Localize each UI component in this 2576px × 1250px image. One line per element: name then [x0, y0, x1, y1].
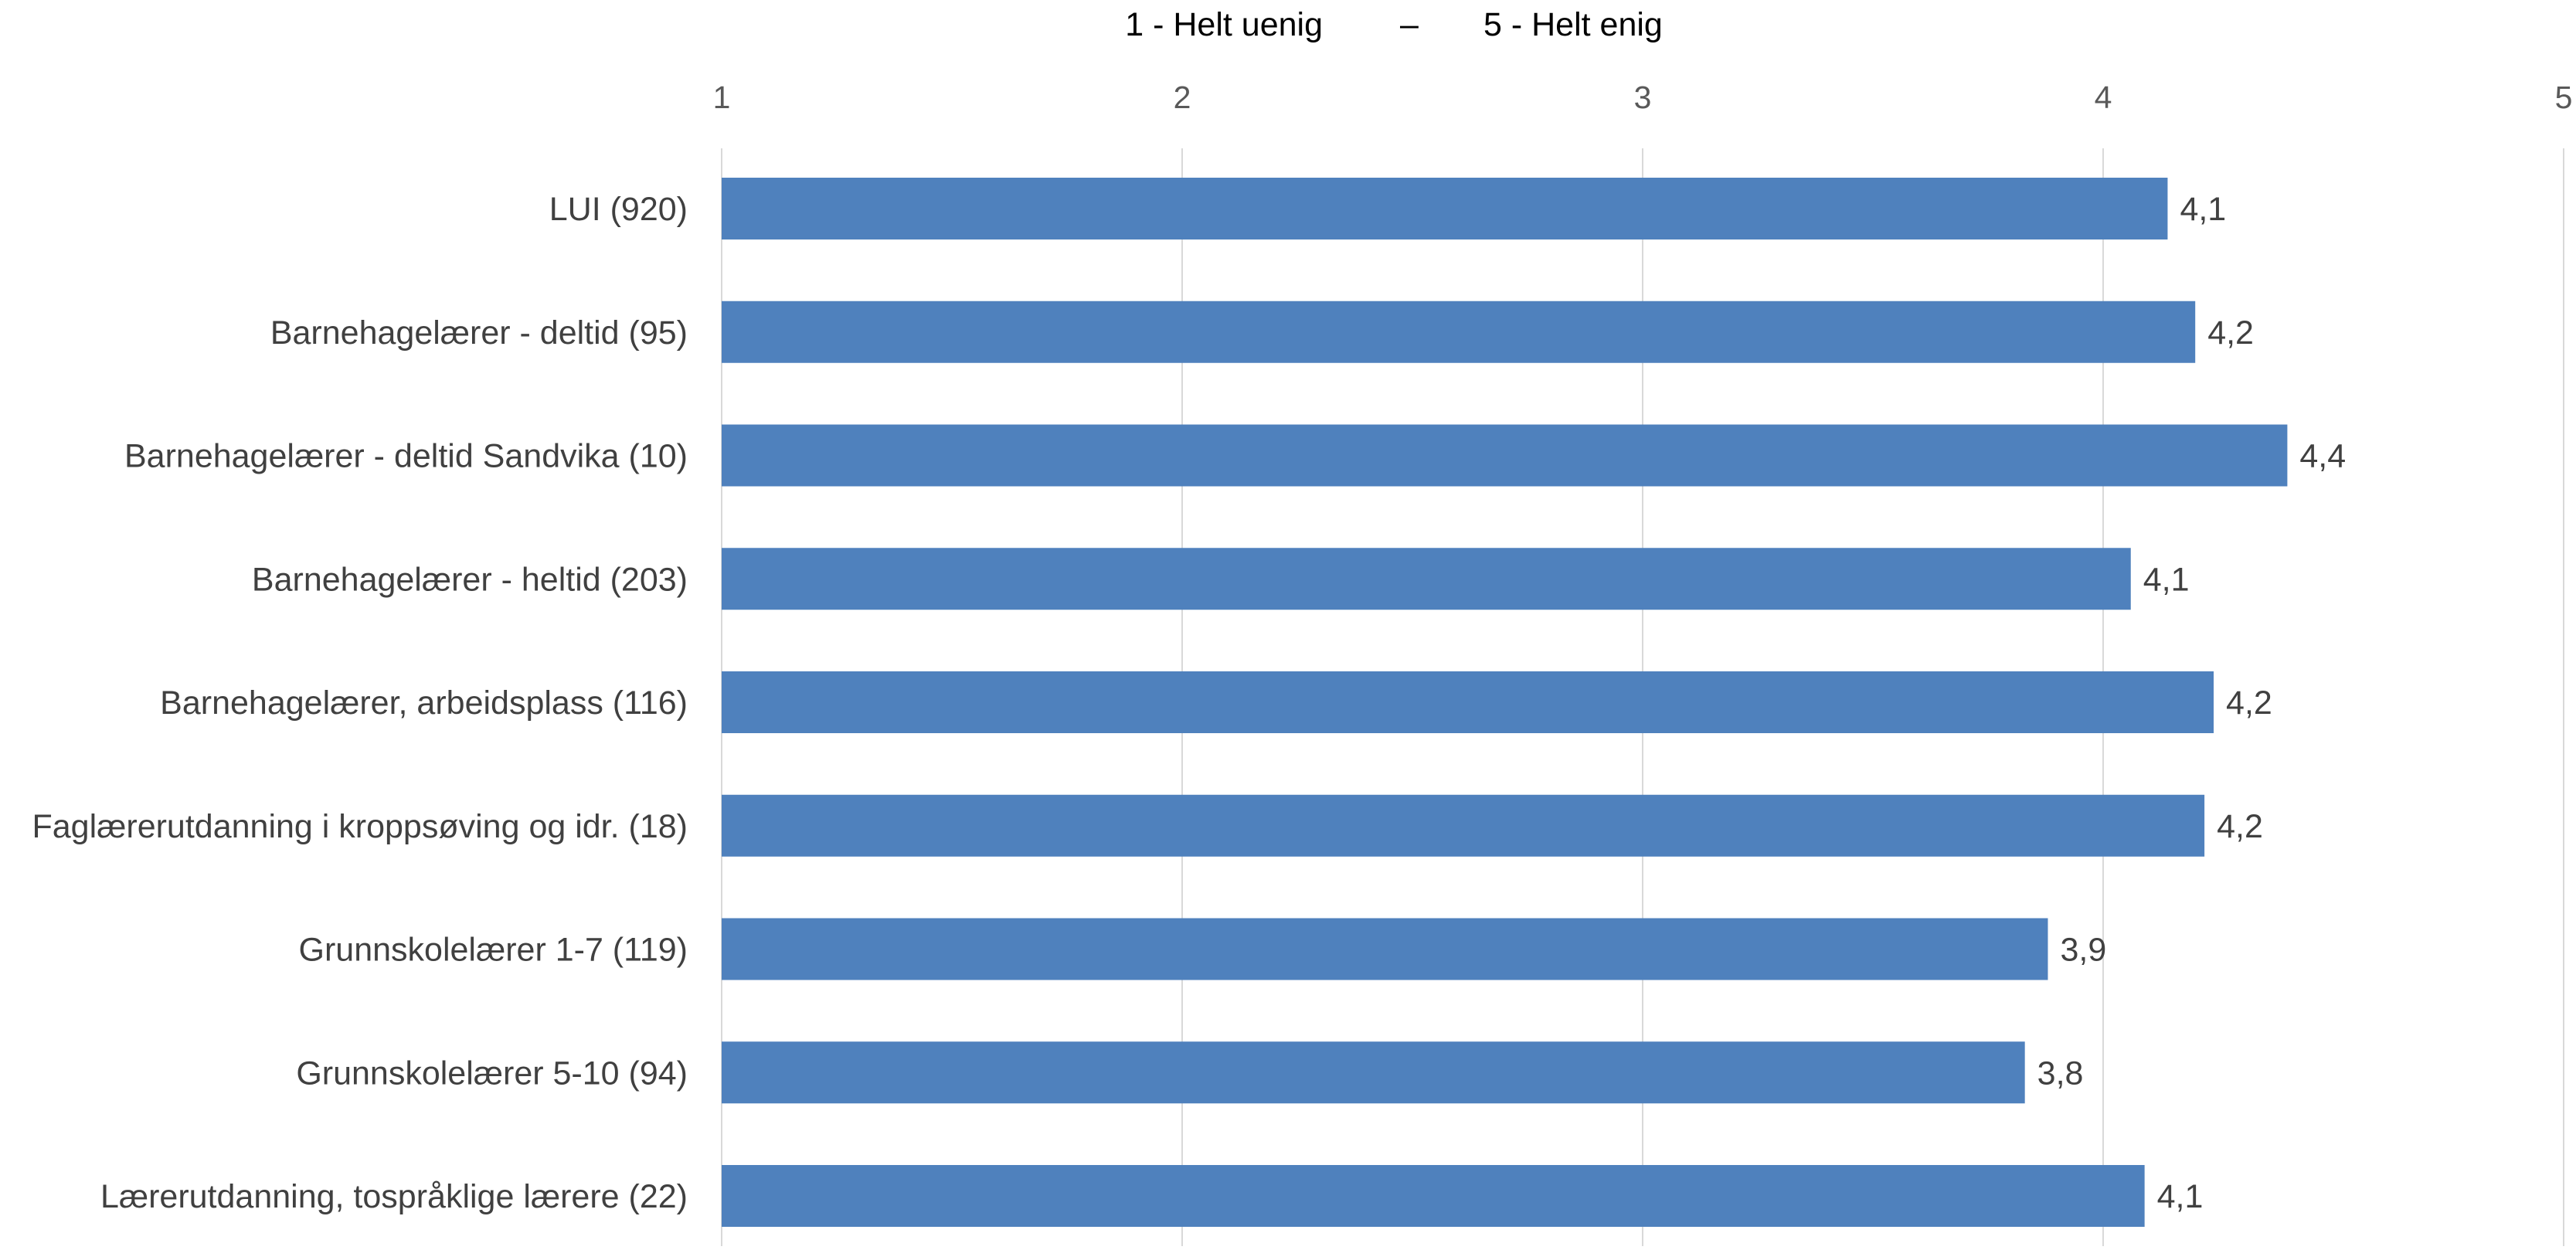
- bars: [722, 178, 2288, 1227]
- category-label: Grunnskolelærer 1-7 (119): [299, 932, 688, 969]
- scale-header: 1 - Helt uenig – 5 - Helt enig: [1125, 6, 1663, 43]
- bar: [722, 794, 2205, 857]
- bar-value-label: 3,9: [2060, 932, 2106, 969]
- category-label: Lærerutdanning, tospråklige lærere (22): [100, 1178, 688, 1215]
- x-axis-ticks: 1 2 3 4 5: [713, 80, 2573, 115]
- bar-value-label: 4,1: [2143, 561, 2190, 598]
- x-tick-label: 5: [2555, 80, 2573, 115]
- bar: [722, 1041, 2025, 1104]
- category-label: Barnehagelærer - heltid (203): [252, 561, 688, 598]
- bar: [722, 1165, 2145, 1227]
- category-labels: LUI (920) Barnehagelærer - deltid (95) Bar…: [32, 191, 688, 1215]
- category-label: Barnehagelærer - deltid Sandvika (10): [124, 438, 688, 475]
- bar-value-label: 4,2: [2207, 314, 2254, 352]
- category-label: Barnehagelærer, arbeidsplass (116): [160, 684, 688, 722]
- bar-value-label: 4,1: [2157, 1178, 2204, 1215]
- bar: [722, 548, 2131, 610]
- bar: [722, 301, 2196, 363]
- x-tick-label: 4: [2095, 80, 2112, 115]
- bar: [722, 918, 2048, 980]
- scale-max-label: 5 - Helt enig: [1483, 6, 1663, 43]
- bar-value-label: 4,2: [2226, 684, 2272, 722]
- category-label: Barnehagelærer - deltid (95): [270, 314, 688, 352]
- x-tick-label: 1: [713, 80, 731, 115]
- bar-value-label: 3,8: [2037, 1055, 2084, 1092]
- bar: [722, 671, 2214, 733]
- category-label: Grunnskolelærer 5-10 (94): [296, 1055, 688, 1092]
- scale-min-label: 1 - Helt uenig: [1125, 6, 1323, 43]
- bar-value-label: 4,1: [2180, 191, 2226, 228]
- scale-separator: –: [1400, 6, 1419, 43]
- x-tick-label: 3: [1634, 80, 1652, 115]
- x-tick-label: 2: [1174, 80, 1191, 115]
- category-label: Faglærerutdanning i kroppsøving og idr. …: [32, 808, 688, 845]
- bar: [722, 178, 2168, 239]
- bar-value-label: 4,2: [2217, 808, 2263, 845]
- bar-value-label: 4,4: [2299, 438, 2346, 475]
- bar: [722, 424, 2288, 487]
- data-labels: 4,1 4,2 4,4 4,1 4,2 4,2 3,9 3,8 4,1: [2037, 191, 2347, 1215]
- category-label: LUI (920): [549, 191, 688, 228]
